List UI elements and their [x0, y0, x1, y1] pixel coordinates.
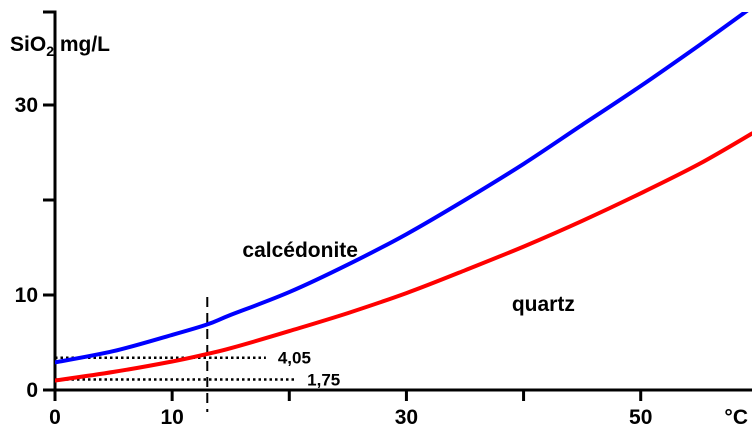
x-tick-label: 10	[160, 406, 183, 429]
level-label: 4,05	[278, 349, 311, 368]
series-line-calcedonite	[55, 12, 749, 365]
x-tick-label: 30	[395, 406, 418, 429]
y-tick-label: 10	[15, 284, 38, 307]
series-label: quartz	[512, 293, 575, 316]
series-label: calcédonite	[242, 239, 358, 262]
series-line-quartz	[55, 131, 752, 383]
x-unit-label: °C	[724, 406, 748, 429]
x-tick-label: 50	[629, 406, 652, 429]
y-tick-label: 0	[26, 379, 38, 402]
y-axis-title: SiO2 mg/L	[10, 33, 110, 59]
level-label: 1,75	[307, 371, 340, 390]
y-tick-label: 30	[15, 94, 38, 117]
x-tick-label: 0	[49, 406, 61, 429]
